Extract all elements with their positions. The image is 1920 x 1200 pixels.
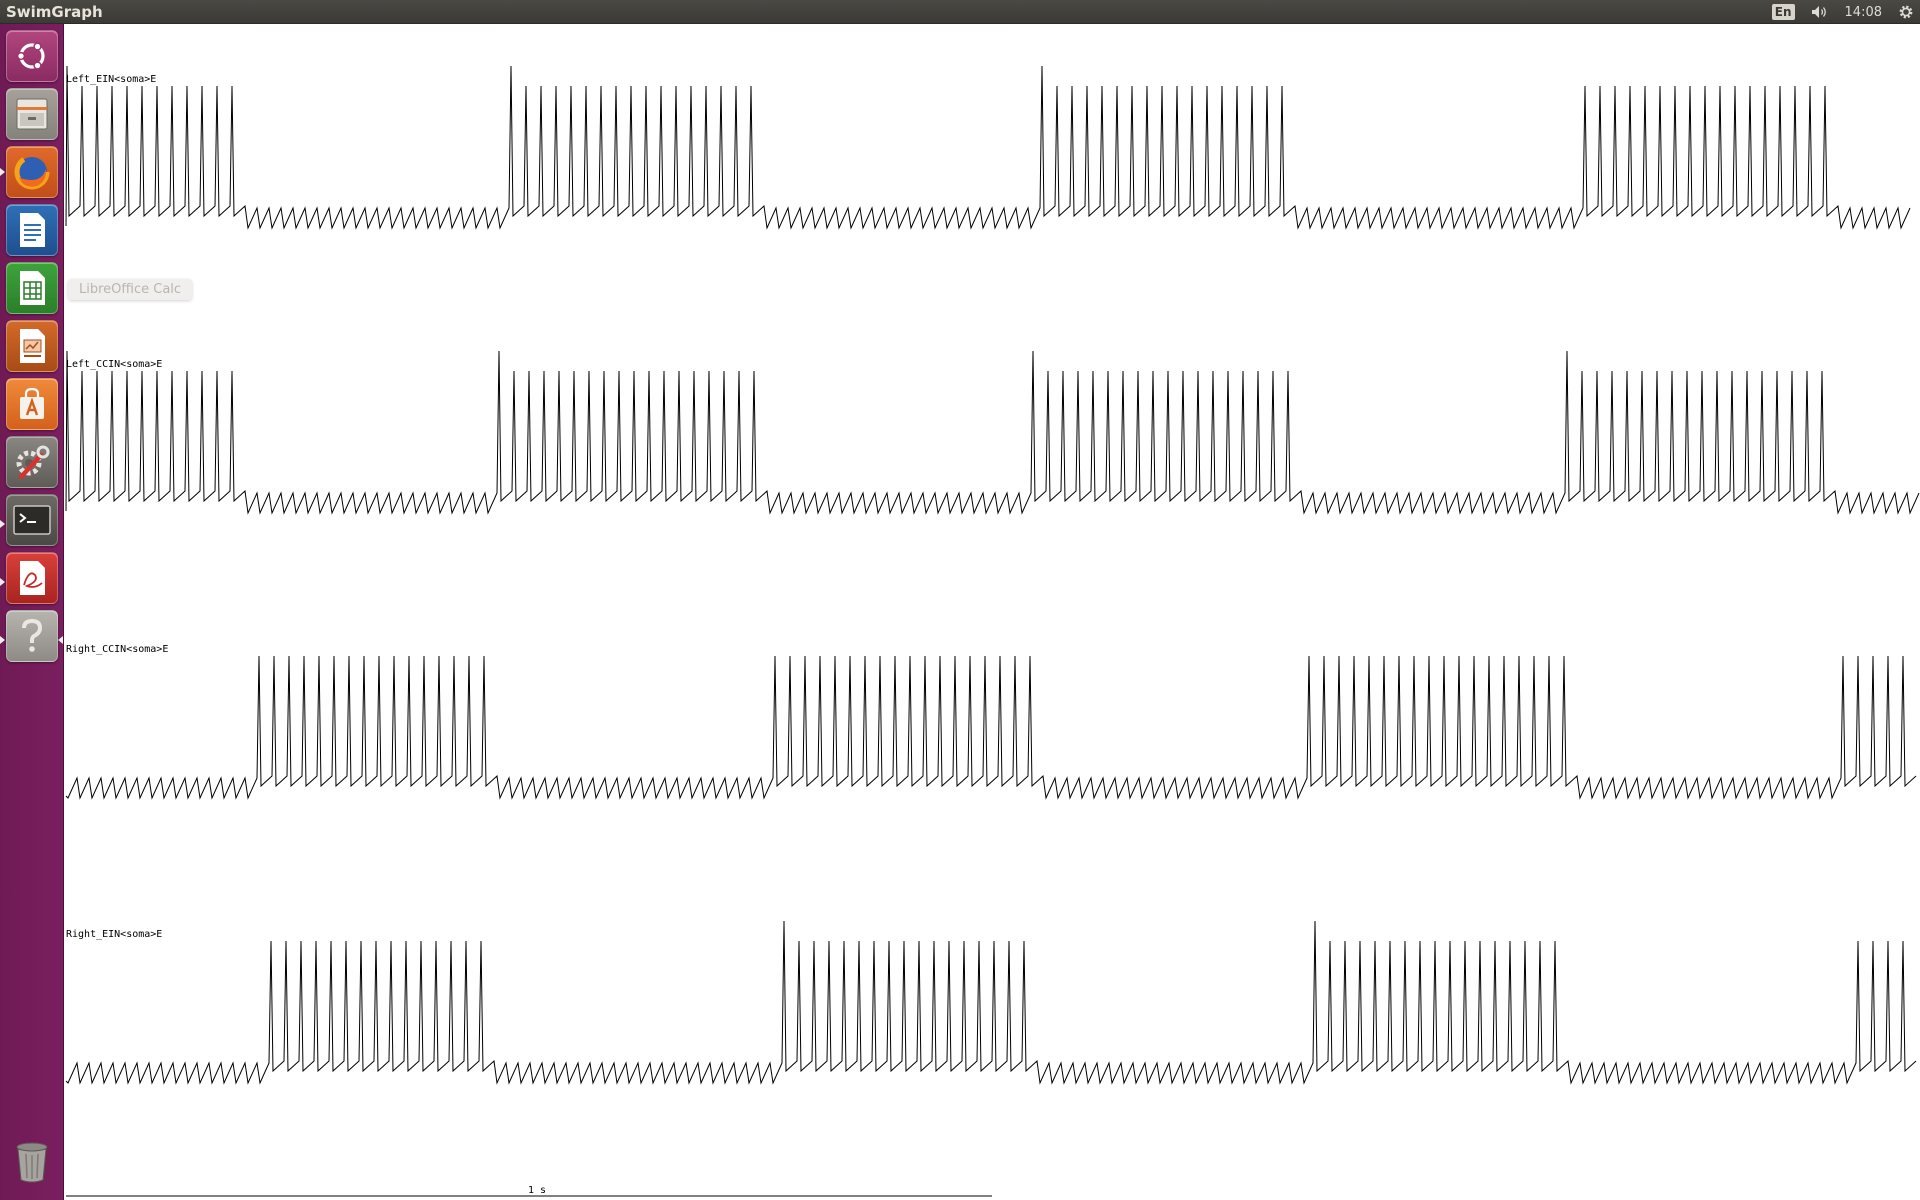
- settings-wrench-icon: [16, 445, 50, 480]
- launcher-item-dash[interactable]: [6, 30, 58, 82]
- launcher: [0, 24, 64, 1200]
- impress-presentation-icon: [20, 329, 45, 363]
- running-indicator: [0, 168, 5, 176]
- running-indicator: [0, 520, 5, 528]
- scale-bar-label: 1 s: [528, 1185, 546, 1196]
- running-indicator: [0, 578, 5, 586]
- trace-left-ccin: [65, 350, 1920, 515]
- keyboard-layout-indicator[interactable]: En: [1771, 4, 1795, 20]
- launcher-item-document-viewer[interactable]: [6, 552, 58, 604]
- terminal-icon: [13, 505, 51, 535]
- calc-spreadsheet-icon: [20, 271, 45, 305]
- trace-left-ein: [65, 65, 1911, 230]
- launcher-item-impress[interactable]: [6, 320, 58, 372]
- top-panel: SwimGraph En 14:08: [0, 0, 1920, 24]
- launcher-item-trash[interactable]: [6, 1136, 58, 1188]
- software-bag-icon: [20, 387, 44, 419]
- launcher-item-calc[interactable]: [6, 262, 58, 314]
- speaker-icon[interactable]: [1811, 5, 1829, 19]
- launcher-tooltip: LibreOffice Calc: [68, 279, 193, 300]
- pdf-viewer-icon: [20, 561, 45, 595]
- swimgraph-plot-area: Left_EIN<soma>E Left_CCIN<soma>E Right_C…: [64, 24, 1920, 1200]
- focused-indicator: [58, 636, 63, 644]
- firefox-icon: [14, 154, 50, 190]
- gear-icon[interactable]: [1898, 4, 1914, 20]
- window-title: SwimGraph: [6, 3, 103, 21]
- trace-right-ccin: [65, 655, 1917, 800]
- launcher-item-terminal[interactable]: [6, 494, 58, 546]
- trace-label-left-ein: Left_EIN<soma>E: [66, 74, 156, 85]
- trace-plot: Left_EIN<soma>E Left_CCIN<soma>E Right_C…: [65, 65, 1920, 1197]
- writer-document-icon: [20, 213, 45, 247]
- launcher-item-software-center[interactable]: [6, 378, 58, 430]
- unknown-app-icon: [22, 618, 43, 652]
- launcher-item-swimgraph[interactable]: [6, 610, 58, 662]
- keyboard-layout-badge: En: [1771, 4, 1795, 20]
- running-indicator: [0, 636, 5, 644]
- launcher-item-firefox[interactable]: [6, 146, 58, 198]
- trace-label-left-ccin: Left_CCIN<soma>E: [66, 359, 162, 370]
- files-cabinet-icon: [16, 98, 48, 130]
- clock[interactable]: 14:08: [1844, 4, 1882, 20]
- launcher-item-files[interactable]: [6, 88, 58, 140]
- trace-right-ein: [65, 920, 1917, 1085]
- launcher-item-system-settings[interactable]: [6, 436, 58, 488]
- trace-label-right-ein: Right_EIN<soma>E: [66, 929, 162, 940]
- launcher-item-writer[interactable]: [6, 204, 58, 256]
- trace-label-right-ccin: Right_CCIN<soma>E: [66, 644, 168, 655]
- trash-icon: [16, 1142, 48, 1183]
- ubuntu-logo-icon: [16, 42, 45, 70]
- indicator-area: En 14:08: [1764, 0, 1920, 24]
